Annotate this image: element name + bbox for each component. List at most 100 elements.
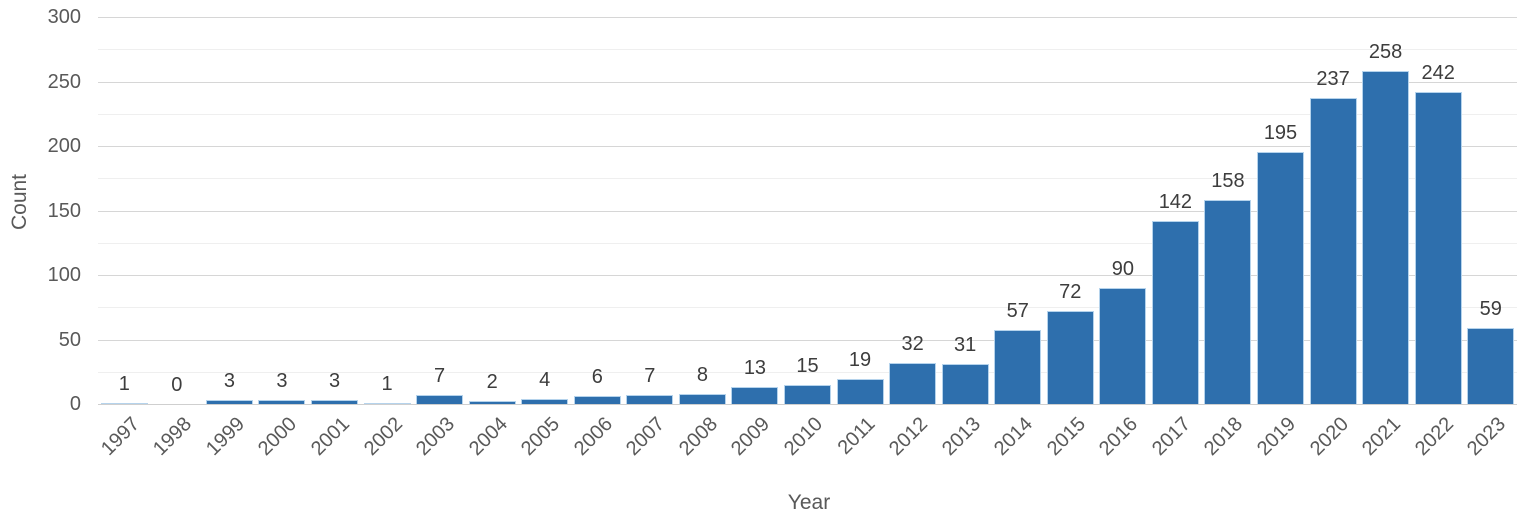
x-tick-2003: 2003 [412,413,460,461]
value-label-2023: 59 [1479,297,1502,320]
x-tick-1999: 1999 [201,413,249,461]
gridline-100 [98,275,1517,276]
x-tick-2020: 2020 [1305,413,1353,461]
value-label-1997: 1 [118,372,130,395]
value-label-2003: 7 [434,364,446,387]
y-axis-title: Count [8,173,31,231]
bar-1999 [205,400,253,404]
gridline-0 [98,404,1517,405]
value-label-2021: 258 [1368,41,1403,64]
bar-2012 [889,362,937,404]
bar-2002 [363,402,411,404]
x-tick-2014: 2014 [990,413,1038,461]
value-label-1998: 0 [171,374,183,396]
y-tick-150: 150 [47,199,81,222]
gridline-225 [98,113,1517,115]
bar-2015 [1046,311,1094,404]
bar-2023 [1467,327,1515,404]
x-tick-2022: 2022 [1410,413,1458,461]
value-label-2011: 19 [848,349,872,372]
x-tick-2012: 2012 [885,413,933,461]
x-tick-2004: 2004 [464,413,512,461]
value-label-2002: 1 [381,372,393,395]
bar-2022 [1414,91,1462,404]
x-tick-1997: 1997 [96,413,144,461]
bar-2011 [836,379,884,404]
x-tick-2011: 2011 [833,413,880,459]
x-tick-2015: 2015 [1042,413,1090,461]
gridline-300 [98,17,1517,18]
bar-2009 [731,387,779,404]
x-tick-2016: 2016 [1095,413,1143,461]
gridline-175 [98,178,1517,180]
value-label-2012: 32 [901,332,924,355]
bar-2017 [1151,220,1199,404]
value-label-2014: 57 [1006,300,1029,323]
value-label-2017: 142 [1158,190,1193,213]
gridline-75 [98,307,1517,309]
x-tick-2000: 2000 [254,413,302,461]
value-label-2006: 6 [591,366,603,389]
value-label-2020: 237 [1316,68,1350,91]
value-label-2001: 3 [328,370,341,393]
bar-2019 [1257,152,1304,404]
value-label-2016: 90 [1111,257,1134,280]
value-label-2015: 72 [1059,281,1082,304]
bar-2008 [678,393,726,404]
x-tick-2001: 2001 [307,413,355,461]
value-label-2007: 7 [644,364,656,387]
value-label-2008: 8 [696,363,708,386]
x-tick-2018: 2018 [1200,413,1248,461]
value-label-2010: 15 [796,354,819,377]
bar-2013 [941,364,989,404]
bar-2004 [468,401,516,404]
value-label-2013: 31 [954,334,977,356]
value-label-2018: 158 [1211,170,1245,193]
value-label-2005: 4 [539,368,551,391]
value-label-2009: 13 [743,357,767,380]
x-tick-2010: 2010 [780,413,828,461]
y-tick-50: 50 [58,328,81,351]
x-tick-2006: 2006 [569,413,617,461]
bar-2010 [784,384,831,404]
bar-2018 [1204,200,1252,404]
value-label-2019: 195 [1263,122,1298,145]
gridline-125 [98,242,1517,244]
bar-1997 [100,402,148,404]
x-tick-2008: 2008 [674,413,722,461]
x-tick-2009: 2009 [727,413,775,461]
bar-2006 [573,396,621,404]
x-tick-2013: 2013 [937,413,985,461]
x-tick-2021: 2021 [1358,413,1406,461]
x-tick-2019: 2019 [1253,413,1301,461]
value-label-1999: 3 [223,370,235,393]
y-tick-200: 200 [47,135,81,157]
x-tick-2002: 2002 [359,413,407,461]
x-tick-2007: 2007 [622,413,670,461]
x-tick-1998: 1998 [149,413,197,461]
x-tick-2017: 2017 [1147,413,1195,461]
bar-2020 [1309,98,1357,404]
bar-2007 [626,394,674,404]
bar-2003 [416,394,464,404]
gridline-25 [98,371,1517,373]
x-axis-title: Year [787,491,831,514]
bar-2016 [1099,287,1147,404]
bar-2000 [258,400,306,404]
value-label-2000: 3 [276,370,288,393]
value-label-2004: 2 [486,371,498,394]
bar-2014 [994,330,1042,404]
x-tick-2005: 2005 [517,413,565,461]
bar-2021 [1362,71,1410,404]
gridline-50 [98,339,1517,341]
value-label-2022: 242 [1421,61,1455,84]
x-tick-2023: 2023 [1463,413,1511,461]
y-tick-0: 0 [69,393,81,415]
gridline-275 [98,49,1517,51]
gridline-200 [98,146,1517,147]
y-tick-300: 300 [47,6,81,28]
y-tick-250: 250 [47,70,81,93]
y-tick-100: 100 [47,264,81,286]
bar-2001 [311,400,358,404]
